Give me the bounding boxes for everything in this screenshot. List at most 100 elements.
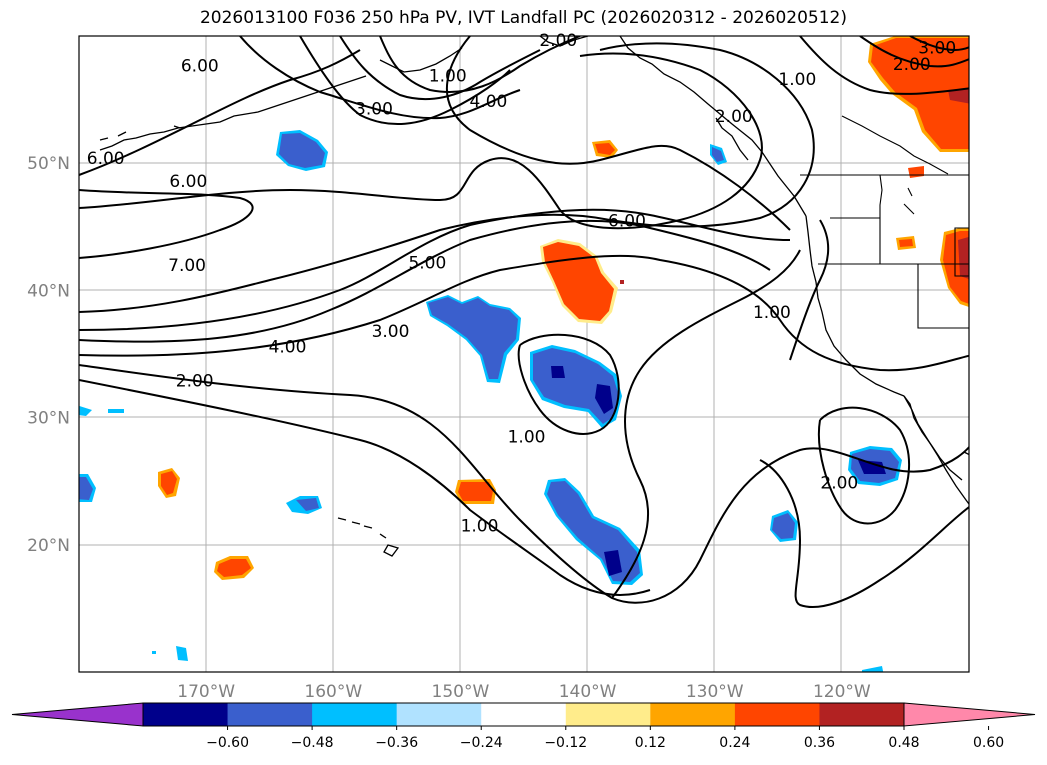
- baja-coastline: [903, 395, 969, 506]
- lat-tick-label: 40°N: [27, 281, 70, 301]
- contour-1-00-upper: [379, 36, 581, 93]
- contour-label-text: 6.00: [169, 172, 207, 192]
- lon-tick-label: 130°W: [686, 682, 744, 702]
- colorbar-tick-label: −0.48: [291, 735, 334, 751]
- contour-6-00-west: [79, 49, 361, 176]
- colorbar-cell: [565, 703, 651, 726]
- contour-label-text: 1.00: [753, 303, 791, 323]
- contour-2-00-upper: [339, 36, 541, 101]
- contour-4-00: [79, 219, 771, 343]
- lon-tick-label: 120°W: [813, 682, 871, 702]
- political-borders: [800, 115, 969, 329]
- contour-label-text: 2.00: [820, 473, 858, 493]
- contour-label: 3.00: [372, 322, 410, 342]
- contour-label: 2.00: [893, 55, 931, 75]
- hawaii-islands: [337, 517, 400, 557]
- lon-tick-label: 140°W: [559, 682, 617, 702]
- contour-label-text: 3.00: [372, 322, 410, 342]
- contour-label-text: 1.00: [778, 70, 816, 90]
- contour-6-00-north: [79, 52, 763, 230]
- contour-label-text: 4.00: [269, 337, 307, 357]
- colorbar-tick-label: −0.12: [544, 735, 587, 751]
- contour-label-text: 2.00: [715, 107, 753, 127]
- contour-label-text: 7.00: [168, 256, 206, 276]
- contour-label: 3.00: [355, 100, 393, 120]
- map-frame: [78, 35, 970, 673]
- colorbar-extend-low: [11, 702, 144, 727]
- lon-tick-label: 160°W: [304, 682, 362, 702]
- contour-labels: 6.00 3.00 1.00 2.00 4.00 2.00 6.00 6.00 7.00 6.00…: [87, 31, 956, 537]
- lon-tick-label: 170°W: [177, 682, 235, 702]
- bc-coastline: [805, 215, 905, 397]
- colorbar-cell: [650, 703, 736, 726]
- contour-label-text: 1.00: [508, 428, 546, 448]
- colorbar-cell: [734, 703, 820, 726]
- contour-2-00-ne: [859, 36, 969, 68]
- contour-label-text: 3.00: [918, 38, 956, 58]
- contour-label: 1.00: [778, 70, 816, 90]
- colorbar-cell: [819, 703, 905, 726]
- colorbar-tick-label: 0.60: [973, 735, 1004, 751]
- contour-label-text: 1.00: [461, 517, 499, 537]
- colorbar-tick-label: −0.60: [206, 735, 249, 751]
- contour-label: 1.00: [508, 428, 546, 448]
- lat-tick-label: 20°N: [27, 536, 70, 556]
- contour-7-00: [79, 189, 254, 259]
- contour-label-text: 1.00: [429, 66, 467, 86]
- gridlines: [79, 36, 969, 672]
- colorbar-tick-label: 0.12: [635, 735, 666, 751]
- contour-label: 7.00: [168, 256, 206, 276]
- contour-1-00-loop-south: [759, 459, 969, 609]
- contour-label: 6.00: [87, 149, 125, 169]
- contour-label-text: 6.00: [181, 56, 219, 76]
- colorbar-cell: [227, 703, 313, 726]
- colorbar-outline: [142, 702, 905, 727]
- alaska-canada-border: [841, 115, 949, 175]
- colorbar-tick-label: 0.36: [804, 735, 835, 751]
- contour-3-00: [79, 254, 969, 372]
- coastlines: [99, 36, 969, 557]
- contour-outer-ring: [445, 36, 791, 231]
- contour-4-00-upper: [239, 36, 521, 120]
- contour-1-00-coast: [789, 219, 830, 361]
- contour-1-00-east: [517, 333, 620, 435]
- contour-label: 6.00: [608, 211, 646, 231]
- contour-label: 5.00: [408, 253, 446, 273]
- contour-1-00-ne: [799, 36, 969, 95]
- contour-label: 3.00: [918, 38, 956, 58]
- contour-label: 2.00: [176, 372, 214, 392]
- map-title: 2026013100 F036 250 hPa PV, IVT Landfall…: [199, 8, 847, 28]
- contour-label: 2.00: [820, 473, 858, 493]
- contour-label-text: 4.00: [469, 92, 507, 112]
- contour-label: 4.00: [469, 92, 507, 112]
- contour-label-text: 2.00: [893, 55, 931, 75]
- colorbar-tick-label: −0.24: [460, 735, 503, 751]
- alaska-coastline: [619, 36, 807, 217]
- contour-label-text: 6.00: [608, 211, 646, 231]
- contour-label: 2.00: [539, 31, 577, 51]
- contour-big-east: [611, 249, 801, 599]
- lat-tick-label: 30°N: [27, 409, 70, 429]
- colorbar-cell: [312, 703, 398, 726]
- axis-labels: 170°W 160°W 150°W 140°W 130°W 120°W 50°N 40°N 30…: [27, 154, 871, 702]
- lat-tick-label: 50°N: [27, 154, 70, 174]
- colorbar-extend-high: [903, 702, 1036, 727]
- contour-label: 1.00: [461, 517, 499, 537]
- aleutian-islands: [99, 75, 367, 151]
- contour-label: 1.00: [429, 66, 467, 86]
- contour-2-00-loop: [818, 406, 911, 525]
- contour-label-text: 6.00: [87, 149, 125, 169]
- colorbar-tick-label: −0.36: [375, 735, 418, 751]
- colorbar: −0.60 −0.48 −0.36 −0.24 −0.12 0.12 0.24 0.36 0.4…: [11, 702, 1036, 751]
- colorbar-cell: [143, 703, 229, 726]
- contour-1-00-south: [79, 379, 651, 596]
- negative-anomaly-shading: [79, 130, 902, 672]
- contour-label-text: 5.00: [408, 253, 446, 273]
- lon-tick-label: 150°W: [432, 682, 490, 702]
- contour-label-text: 2.00: [176, 372, 214, 392]
- colorbar-cell: [396, 703, 482, 726]
- colorbar-cell: [481, 703, 567, 726]
- contour-label: 6.00: [169, 172, 207, 192]
- colorbar-tick-label: 0.48: [888, 735, 919, 751]
- colorbar-tick-label: 0.24: [719, 735, 750, 751]
